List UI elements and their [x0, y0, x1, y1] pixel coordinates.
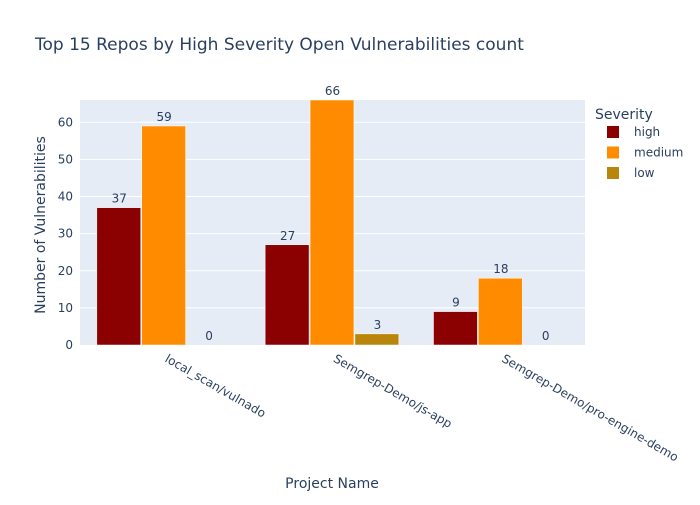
data-label: 9: [452, 296, 460, 310]
y-axis: 0 10 20 30 40 50 60: [58, 115, 73, 352]
y-tick-label: 0: [65, 338, 73, 352]
data-label: 0: [542, 329, 550, 343]
bar-medium[interactable]: [141, 125, 186, 346]
legend-swatch-low[interactable]: [607, 167, 619, 179]
bar-high[interactable]: [433, 311, 478, 346]
legend-label-low[interactable]: low: [634, 166, 655, 180]
y-axis-title: Number of Vulnerabilities: [33, 136, 49, 314]
y-tick-label: 40: [58, 190, 73, 204]
data-label: 0: [205, 329, 213, 343]
data-label: 3: [374, 318, 382, 332]
data-label: 59: [157, 110, 172, 124]
y-tick-label: 20: [58, 264, 73, 278]
x-axis-title: Project Name: [285, 476, 379, 492]
bar-medium[interactable]: [478, 277, 523, 346]
x-axis: local_scan/vulnado Semgrep-Demo/js-app Sem…: [163, 351, 681, 464]
bar-high[interactable]: [264, 244, 310, 346]
y-tick-label: 30: [58, 227, 73, 241]
x-tick-label: Semgrep-Demo/js-app: [331, 351, 454, 430]
y-tick-label: 10: [58, 301, 73, 315]
legend-title: Severity: [595, 107, 653, 123]
data-label: 27: [280, 229, 295, 243]
data-label: 37: [112, 192, 127, 206]
bars: 37 59 0 27 66 3 9 18 0: [96, 84, 550, 346]
data-label: 18: [493, 262, 508, 276]
chart-title: Top 15 Repos by High Severity Open Vulne…: [34, 35, 524, 55]
y-tick-label: 60: [58, 115, 73, 129]
bar-medium[interactable]: [309, 99, 355, 346]
y-tick-label: 50: [58, 152, 73, 166]
bar-low[interactable]: [354, 333, 400, 346]
legend-swatch-high[interactable]: [607, 126, 619, 138]
legend-swatch-medium[interactable]: [607, 146, 619, 159]
legend: Severity high medium low: [595, 107, 683, 180]
legend-label-medium[interactable]: medium: [634, 146, 683, 160]
data-label: 66: [325, 84, 340, 98]
x-tick-label: local_scan/vulnado: [163, 351, 269, 420]
legend-label-high[interactable]: high: [634, 125, 660, 139]
x-tick-label: Semgrep-Demo/pro-engine-demo: [499, 351, 680, 464]
bar-high[interactable]: [96, 207, 141, 346]
